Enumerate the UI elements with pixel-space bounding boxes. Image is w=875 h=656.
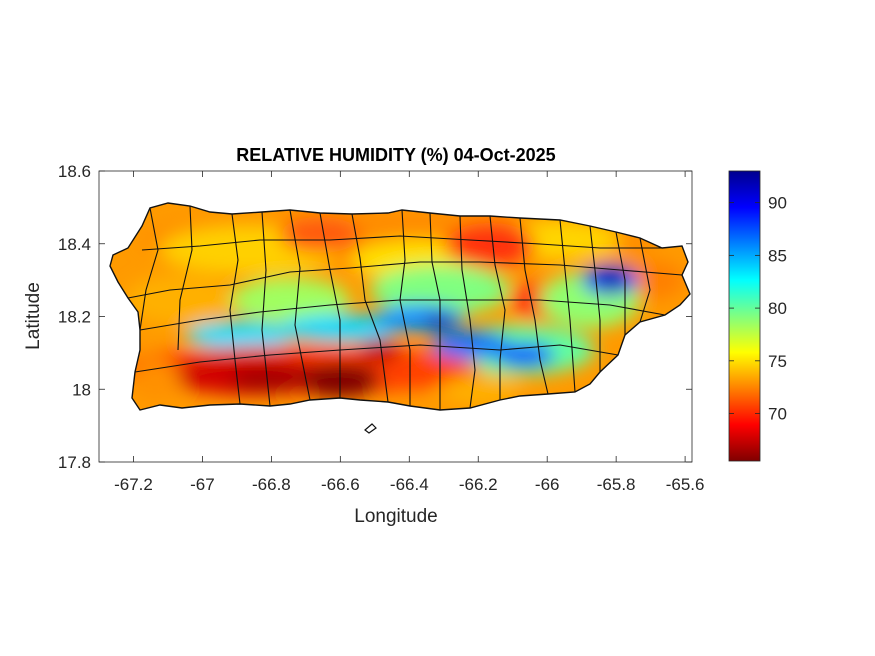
- humidity-field: [110, 203, 690, 410]
- colorbar-ticks: 70 75 80 85 90: [729, 194, 787, 424]
- y-tick-label: 18: [72, 380, 91, 399]
- chart-title: RELATIVE HUMIDITY (%) 04-Oct-2025: [236, 145, 555, 165]
- x-tick-label: -67: [190, 475, 215, 494]
- colorbar-tick-label: 80: [768, 299, 787, 318]
- x-tick-label: -66: [535, 475, 560, 494]
- x-tick-label: -65.8: [597, 475, 636, 494]
- colorbar-tick-label: 85: [768, 246, 787, 265]
- y-axis-label: Latitude: [23, 282, 44, 350]
- colorbar-gradient: [728, 170, 761, 462]
- colorbar-tick-label: 75: [768, 352, 787, 371]
- x-tick-label: -66.2: [459, 475, 498, 494]
- y-axis: 17.8 18 18.2 18.4 18.6: [58, 162, 692, 472]
- colorbar-tick-label: 90: [768, 194, 787, 213]
- colorbar-tick-label: 70: [768, 405, 787, 424]
- x-tick-label: -66.6: [321, 475, 360, 494]
- municipality-borders: [127, 205, 683, 410]
- y-tick-label: 18.4: [58, 235, 91, 254]
- y-tick-label: 18.2: [58, 308, 91, 327]
- colorbar: 70 75 80 85 90: [728, 170, 787, 462]
- x-tick-label: -67.2: [114, 475, 153, 494]
- x-tick-label: -66.8: [252, 475, 291, 494]
- x-axis: -67.2 -67 -66.8 -66.6 -66.4 -66.2 -66 -65.8 -65.…: [114, 171, 704, 494]
- x-tick-label: -65.6: [666, 475, 705, 494]
- x-axis-label: Longitude: [354, 506, 437, 527]
- y-tick-label: 17.8: [58, 453, 91, 472]
- y-tick-label: 18.6: [58, 162, 91, 181]
- x-tick-label: -66.4: [390, 475, 429, 494]
- island-islet: [364, 423, 377, 434]
